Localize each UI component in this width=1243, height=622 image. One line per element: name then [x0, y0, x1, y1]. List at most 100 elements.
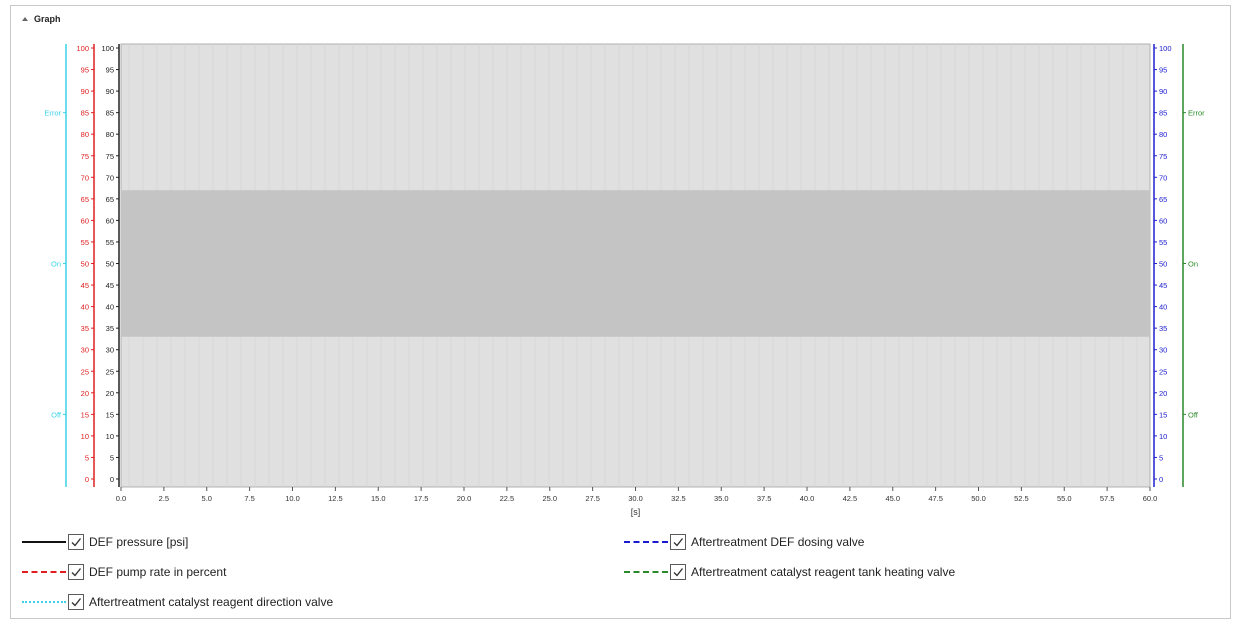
- x-tick-label: 0.0: [116, 494, 126, 503]
- black-left-tick-label: 80: [106, 130, 114, 139]
- black-left-tick-label: 95: [106, 66, 114, 75]
- red-left-tick-label: 80: [81, 130, 89, 139]
- x-tick-label: 45.0: [885, 494, 900, 503]
- red-left-tick-label: 60: [81, 216, 89, 225]
- black-left-tick-label: 10: [106, 432, 114, 441]
- cyan-left-tick-label: On: [51, 260, 61, 269]
- red-left-tick-label: 50: [81, 260, 89, 269]
- black-left-tick-label: 65: [106, 195, 114, 204]
- green-right-tick-label: Error: [1188, 109, 1205, 118]
- x-tick-label: 17.5: [414, 494, 429, 503]
- black-left-tick-label: 50: [106, 260, 114, 269]
- x-tick-label: 40.0: [800, 494, 815, 503]
- legend-checkbox[interactable]: [670, 564, 686, 580]
- x-tick-label: 47.5: [928, 494, 943, 503]
- red-left-tick-label: 75: [81, 152, 89, 161]
- red-left-tick-label: 45: [81, 281, 89, 290]
- blue-right-tick-label: 35: [1159, 324, 1167, 333]
- red-left-tick-label: 5: [85, 453, 89, 462]
- black-left-tick-label: 0: [110, 475, 114, 484]
- legend-checkbox[interactable]: [68, 564, 84, 580]
- red-left-tick-label: 35: [81, 324, 89, 333]
- red-left-tick-label: 95: [81, 66, 89, 75]
- x-axis-label: [s]: [631, 507, 641, 517]
- graph-panel-header[interactable]: Graph: [22, 11, 61, 27]
- blue-right-tick-label: 60: [1159, 216, 1167, 225]
- x-tick-label: 55.0: [1057, 494, 1072, 503]
- legend-line-swatch: [624, 541, 668, 543]
- blue-right-tick-label: 0: [1159, 475, 1163, 484]
- caret-up-icon[interactable]: [22, 17, 28, 21]
- shaded-band: [121, 190, 1150, 337]
- graph-chart: ErrorOnOff051015202530354045505560657075…: [44, 43, 1205, 517]
- red-left-tick-label: 55: [81, 238, 89, 247]
- x-tick-label: 25.0: [542, 494, 557, 503]
- legend-checkbox[interactable]: [670, 534, 686, 550]
- x-tick-label: 2.5: [159, 494, 169, 503]
- legend-label: DEF pump rate in percent: [89, 565, 227, 579]
- blue-right-tick-label: 50: [1159, 260, 1167, 269]
- x-tick-label: 57.5: [1100, 494, 1115, 503]
- blue-right-tick-label: 40: [1159, 303, 1167, 312]
- black-left-tick-label: 5: [110, 453, 114, 462]
- blue-right-tick-label: 45: [1159, 281, 1167, 290]
- legend-item[interactable]: Aftertreatment catalyst reagent tank hea…: [624, 562, 955, 582]
- x-tick-label: 42.5: [843, 494, 858, 503]
- legend-label: Aftertreatment catalyst reagent tank hea…: [691, 565, 956, 579]
- cyan-left-tick-label: Off: [51, 410, 62, 419]
- legend-checkbox[interactable]: [68, 534, 84, 550]
- blue-right-tick-label: 100: [1159, 44, 1172, 53]
- x-tick-label: 52.5: [1014, 494, 1029, 503]
- legend-item[interactable]: DEF pump rate in percent: [22, 562, 226, 582]
- x-tick-label: 30.0: [628, 494, 643, 503]
- legend-line-swatch: [22, 601, 66, 603]
- x-tick-label: 15.0: [371, 494, 386, 503]
- legend-checkbox[interactable]: [68, 594, 84, 610]
- blue-right-tick-label: 70: [1159, 173, 1167, 182]
- black-left-tick-label: 60: [106, 216, 114, 225]
- x-tick-label: 20.0: [457, 494, 472, 503]
- legend-item[interactable]: DEF pressure [psi]: [22, 532, 188, 552]
- blue-right-tick-label: 10: [1159, 432, 1167, 441]
- red-left-tick-label: 15: [81, 410, 89, 419]
- black-left-tick-label: 100: [101, 44, 114, 53]
- x-tick-label: 12.5: [328, 494, 343, 503]
- blue-right-tick-label: 80: [1159, 130, 1167, 139]
- blue-right-tick-label: 30: [1159, 346, 1167, 355]
- red-left-tick-label: 100: [76, 44, 89, 53]
- red-left-tick-label: 25: [81, 367, 89, 376]
- x-tick-label: 7.5: [244, 494, 254, 503]
- x-tick-label: 37.5: [757, 494, 772, 503]
- check-icon: [71, 598, 82, 607]
- red-left-tick-label: 90: [81, 87, 89, 96]
- red-left-tick-label: 0: [85, 475, 89, 484]
- red-left-tick-label: 40: [81, 303, 89, 312]
- cyan-left-tick-label: Error: [44, 109, 61, 118]
- red-left-tick-label: 85: [81, 109, 89, 118]
- black-left-tick-label: 20: [106, 389, 114, 398]
- legend-item[interactable]: Aftertreatment DEF dosing valve: [624, 532, 864, 552]
- blue-right-tick-label: 5: [1159, 453, 1163, 462]
- blue-right-tick-label: 85: [1159, 109, 1167, 118]
- blue-right-tick-label: 15: [1159, 410, 1167, 419]
- panel-title: Graph: [34, 14, 61, 24]
- x-tick-label: 50.0: [971, 494, 986, 503]
- black-left-tick-label: 55: [106, 238, 114, 247]
- check-icon: [673, 568, 684, 577]
- legend-label: Aftertreatment DEF dosing valve: [691, 535, 865, 549]
- legend-item[interactable]: Aftertreatment catalyst reagent directio…: [22, 592, 333, 612]
- legend-label: DEF pressure [psi]: [89, 535, 189, 549]
- x-tick-label: 27.5: [585, 494, 600, 503]
- x-tick-label: 60.0: [1143, 494, 1158, 503]
- black-left-tick-label: 35: [106, 324, 114, 333]
- check-icon: [71, 568, 82, 577]
- black-left-tick-label: 90: [106, 87, 114, 96]
- check-icon: [71, 538, 82, 547]
- red-left-tick-label: 65: [81, 195, 89, 204]
- black-left-tick-label: 25: [106, 367, 114, 376]
- green-right-tick-label: On: [1188, 260, 1198, 269]
- legend-label: Aftertreatment catalyst reagent directio…: [89, 595, 334, 609]
- x-tick-label: 32.5: [671, 494, 686, 503]
- red-left-tick-label: 20: [81, 389, 89, 398]
- blue-right-tick-label: 20: [1159, 389, 1167, 398]
